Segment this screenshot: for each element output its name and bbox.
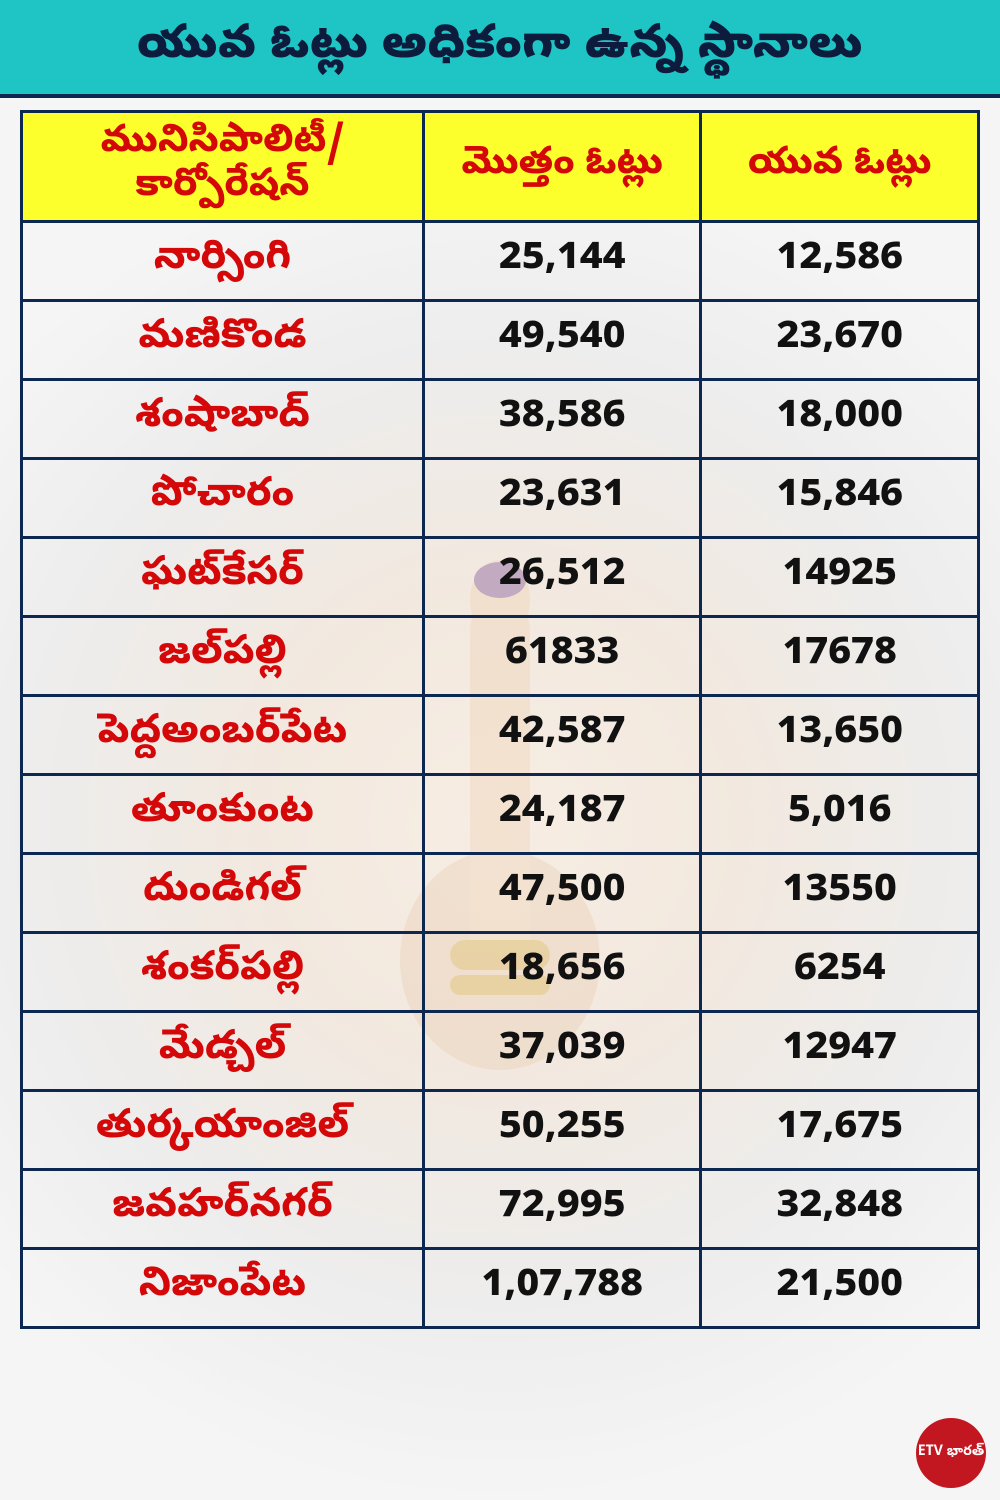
cell-total: 47,500 [423,854,701,933]
table-row: మేడ్చల్37,03912947 [22,1012,979,1091]
cell-place: పెద్దఅంబర్‌పేట [22,696,424,775]
content-container: యువ ఓట్లు అధికంగా ఉన్న స్థానాలు మునిసిపా… [0,0,1000,1329]
cell-place: తూంకుంట [22,775,424,854]
cell-youth: 5,016 [701,775,979,854]
table-row: నిజాంపేట1,07,78821,500 [22,1249,979,1328]
table-row: ఘట్‌కేసర్26,51214925 [22,538,979,617]
cell-youth: 18,000 [701,380,979,459]
table-row: నార్సింగి25,14412,586 [22,222,979,301]
cell-total: 1,07,788 [423,1249,701,1328]
table-row: జవహర్‌నగర్72,99532,848 [22,1170,979,1249]
channel-logo-text: ETV భారత్ [918,1445,984,1460]
col-header-youth: యువ ఓట్లు [701,112,979,222]
cell-youth: 14925 [701,538,979,617]
cell-youth: 15,846 [701,459,979,538]
cell-total: 23,631 [423,459,701,538]
table-header-row: మునిసిపాలిటీ/ కార్పోరేషన్ మొత్తం ఓట్లు య… [22,112,979,222]
page-title: యువ ఓట్లు అధికంగా ఉన్న స్థానాలు [0,0,1000,98]
channel-logo: ETV భారత్ [916,1418,986,1488]
cell-place: శంషాబాద్ [22,380,424,459]
cell-total: 42,587 [423,696,701,775]
cell-place: ఘట్‌కేసర్ [22,538,424,617]
table-row: శంషాబాద్38,58618,000 [22,380,979,459]
table-row: జల్‌పల్లి6183317678 [22,617,979,696]
table-row: శంకర్‌పల్లి18,6566254 [22,933,979,1012]
cell-total: 49,540 [423,301,701,380]
cell-place: తుర్కయాంజిల్ [22,1091,424,1170]
cell-youth: 6254 [701,933,979,1012]
col-header-total: మొత్తం ఓట్లు [423,112,701,222]
cell-place: జవహర్‌నగర్ [22,1170,424,1249]
cell-total: 72,995 [423,1170,701,1249]
col-header-place: మునిసిపాలిటీ/ కార్పోరేషన్ [22,112,424,222]
cell-youth: 13550 [701,854,979,933]
cell-total: 37,039 [423,1012,701,1091]
cell-total: 24,187 [423,775,701,854]
cell-place: నిజాంపేట [22,1249,424,1328]
cell-total: 26,512 [423,538,701,617]
cell-place: మేడ్చల్ [22,1012,424,1091]
table-row: తుర్కయాంజిల్50,25517,675 [22,1091,979,1170]
cell-place: మణికొండ [22,301,424,380]
cell-place: జల్‌పల్లి [22,617,424,696]
cell-youth: 17,675 [701,1091,979,1170]
cell-total: 50,255 [423,1091,701,1170]
cell-total: 18,656 [423,933,701,1012]
cell-youth: 12,586 [701,222,979,301]
cell-youth: 13,650 [701,696,979,775]
cell-place: శంకర్‌పల్లి [22,933,424,1012]
cell-youth: 23,670 [701,301,979,380]
table-row: దుండిగల్47,50013550 [22,854,979,933]
table-row: తూంకుంట24,1875,016 [22,775,979,854]
votes-table: మునిసిపాలిటీ/ కార్పోరేషన్ మొత్తం ఓట్లు య… [20,110,980,1329]
cell-youth: 21,500 [701,1249,979,1328]
cell-total: 61833 [423,617,701,696]
table-row: మణికొండ49,54023,670 [22,301,979,380]
cell-total: 38,586 [423,380,701,459]
cell-place: పోచారం [22,459,424,538]
cell-place: దుండిగల్ [22,854,424,933]
cell-youth: 12947 [701,1012,979,1091]
table-row: పెద్దఅంబర్‌పేట42,58713,650 [22,696,979,775]
cell-place: నార్సింగి [22,222,424,301]
table-row: పోచారం23,63115,846 [22,459,979,538]
cell-total: 25,144 [423,222,701,301]
cell-youth: 32,848 [701,1170,979,1249]
cell-youth: 17678 [701,617,979,696]
